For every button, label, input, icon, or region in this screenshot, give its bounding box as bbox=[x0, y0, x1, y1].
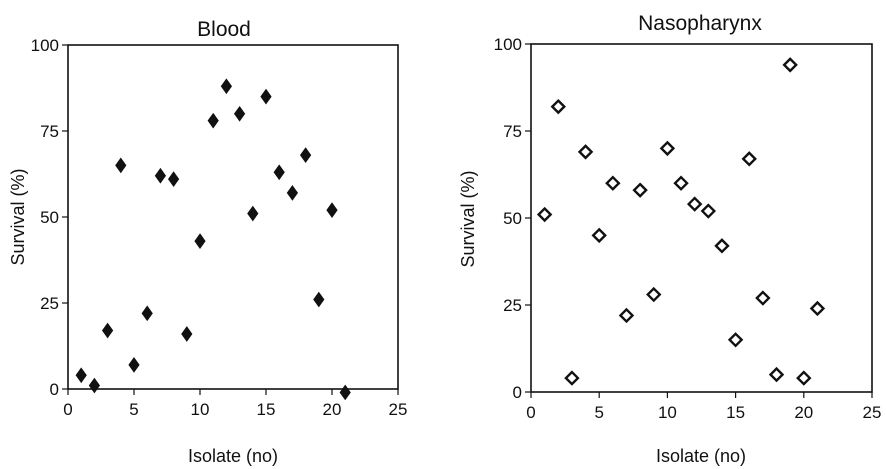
x-axis-label: Isolate (no) bbox=[188, 446, 278, 466]
data-point bbox=[247, 205, 259, 222]
x-tick-label: 10 bbox=[658, 403, 677, 422]
y-tick-label: 0 bbox=[50, 380, 59, 399]
data-points bbox=[75, 78, 351, 401]
x-tick-label: 20 bbox=[794, 403, 813, 422]
y-axis-label: Survival (%) bbox=[458, 170, 478, 267]
x-axis-label: Isolate (no) bbox=[656, 446, 746, 466]
x-tick-label: 15 bbox=[726, 403, 745, 422]
data-point bbox=[167, 171, 180, 188]
x-tick-label: 10 bbox=[191, 400, 210, 419]
data-point bbox=[194, 233, 206, 249]
data-point bbox=[646, 286, 662, 303]
axis-ticks bbox=[525, 43, 873, 398]
y-tick-label: 75 bbox=[503, 122, 522, 141]
y-tick-label: 75 bbox=[40, 122, 59, 141]
x-tick-label: 5 bbox=[594, 403, 603, 422]
y-tick-label: 0 bbox=[513, 383, 522, 402]
data-point bbox=[181, 326, 193, 342]
data-point bbox=[700, 203, 717, 219]
x-tick-label: 15 bbox=[257, 400, 276, 419]
data-point bbox=[260, 88, 272, 105]
data-point bbox=[673, 175, 689, 191]
data-point bbox=[128, 357, 140, 373]
data-point bbox=[591, 227, 607, 244]
data-point bbox=[273, 164, 285, 181]
blood-chart: Blood Isolate (no) Survival (%) 0 5 10 15 20… bbox=[8, 18, 407, 466]
data-point bbox=[659, 140, 676, 157]
x-tick-label: 25 bbox=[863, 403, 882, 422]
plot-frame bbox=[67, 44, 399, 390]
data-point bbox=[577, 144, 594, 160]
data-point bbox=[313, 291, 325, 308]
data-point bbox=[686, 196, 703, 212]
data-point bbox=[339, 384, 351, 401]
x-tick-label: 0 bbox=[63, 400, 72, 419]
data-point bbox=[755, 290, 771, 306]
data-point bbox=[286, 185, 299, 201]
data-point bbox=[220, 78, 233, 95]
data-point bbox=[233, 105, 246, 122]
data-point bbox=[632, 182, 648, 198]
data-point bbox=[741, 151, 757, 167]
y-tick-label: 100 bbox=[31, 36, 59, 55]
data-point bbox=[154, 167, 167, 184]
data-point bbox=[115, 157, 127, 174]
plot-frame bbox=[530, 43, 873, 393]
data-point bbox=[299, 147, 312, 163]
axis-tick-labels: 0 5 10 15 20 25 0 25 50 75 100 bbox=[494, 35, 882, 422]
data-point bbox=[536, 206, 553, 223]
data-point bbox=[326, 202, 338, 218]
y-axis-label: Survival (%) bbox=[8, 168, 28, 265]
data-point bbox=[809, 300, 826, 317]
data-point bbox=[782, 57, 798, 73]
x-tick-label: 5 bbox=[129, 400, 138, 419]
chart-title: Nasopharynx bbox=[638, 12, 762, 35]
data-point bbox=[727, 332, 744, 348]
chart-title: Blood bbox=[197, 18, 251, 41]
data-point bbox=[88, 377, 101, 394]
y-tick-label: 50 bbox=[503, 209, 522, 228]
axis-ticks bbox=[62, 44, 399, 395]
data-point bbox=[550, 98, 566, 115]
data-points bbox=[536, 57, 826, 386]
nasopharynx-chart: Nasopharynx Isolate (no) Survival (%) 0 5… bbox=[458, 12, 881, 466]
data-point bbox=[605, 175, 621, 191]
data-point bbox=[141, 305, 153, 322]
y-tick-label: 50 bbox=[40, 208, 59, 227]
data-point bbox=[564, 370, 580, 386]
x-tick-label: 25 bbox=[389, 400, 408, 419]
x-tick-label: 0 bbox=[526, 403, 535, 422]
data-point bbox=[768, 366, 785, 383]
data-point bbox=[207, 112, 219, 129]
x-tick-label: 20 bbox=[323, 400, 342, 419]
axis-tick-labels: 0 5 10 15 20 25 0 25 50 75 100 bbox=[31, 36, 408, 419]
data-point bbox=[101, 322, 114, 339]
y-tick-label: 100 bbox=[494, 35, 522, 54]
y-tick-label: 25 bbox=[40, 294, 59, 313]
data-point bbox=[714, 238, 730, 254]
data-point bbox=[618, 307, 635, 324]
y-tick-label: 25 bbox=[503, 296, 522, 315]
data-point bbox=[796, 370, 812, 386]
data-point bbox=[75, 367, 87, 384]
